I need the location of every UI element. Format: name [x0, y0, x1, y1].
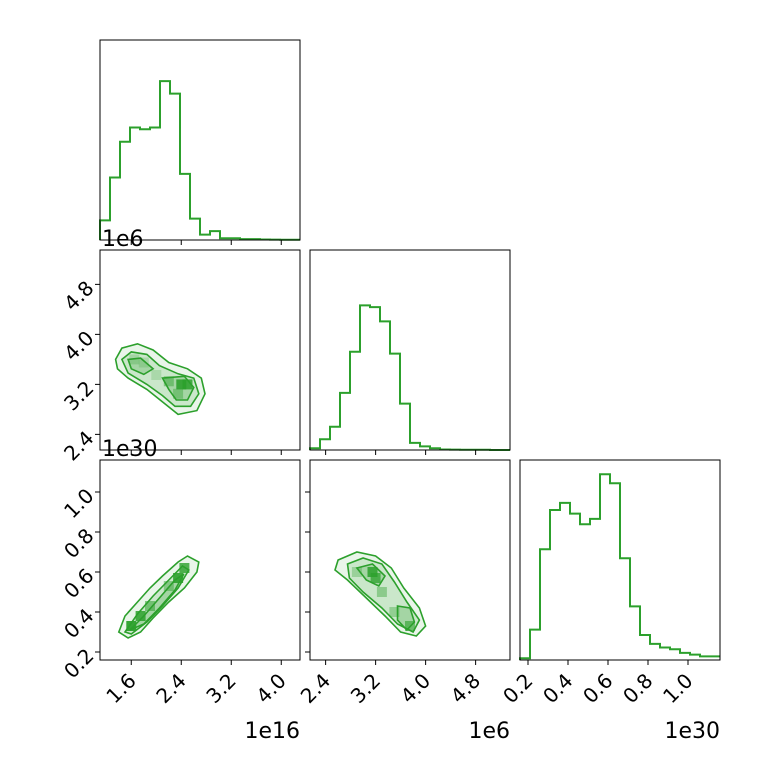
- contour-line: [127, 357, 155, 376]
- y-tick-label: 0.8: [59, 524, 98, 563]
- x-tick-label: 4.0: [251, 669, 290, 708]
- x-tick-label: 2.4: [151, 669, 190, 708]
- contour-line: [346, 557, 421, 634]
- x-tick-label: 3.2: [346, 669, 385, 708]
- panel-frame: [99, 39, 301, 241]
- contour-line: [355, 563, 387, 588]
- density-cell: [135, 611, 146, 621]
- panel-frame: [309, 459, 511, 661]
- panel-frame: [519, 459, 721, 661]
- y-offset-text: 1e6: [102, 227, 144, 252]
- x-tick-label: 0.8: [618, 669, 657, 708]
- contour-line: [334, 551, 427, 637]
- x-tick-label: 4.8: [446, 669, 485, 708]
- density-cell: [145, 601, 155, 611]
- x-tick-label: 2.4: [296, 669, 335, 708]
- contour-panel-0-2: [99, 459, 301, 661]
- density-cell: [389, 607, 400, 617]
- contour-line: [161, 375, 195, 401]
- x-tick-label: 3.2: [201, 669, 240, 708]
- panel-background: [100, 40, 300, 240]
- density-cell: [370, 573, 381, 583]
- y-tick-label: 2.4: [59, 426, 98, 465]
- y-tick-label: 0.2: [59, 644, 98, 683]
- contour-line: [120, 351, 200, 408]
- histogram-panel-0: [99, 39, 301, 241]
- y-tick-label: 0.6: [59, 564, 98, 603]
- x-tick-label: 0.4: [538, 669, 577, 708]
- panel-frame: [99, 249, 301, 451]
- panel-background: [100, 250, 300, 450]
- y-tick-label: 4.8: [59, 276, 98, 315]
- histogram-step-line: [519, 473, 720, 660]
- density-cell: [163, 376, 174, 387]
- y-offset-text: 1e30: [102, 437, 158, 462]
- density-cell: [126, 621, 137, 631]
- y-tick-label: 4.0: [59, 326, 98, 365]
- density-cell: [351, 567, 362, 577]
- density-fill-level: [128, 358, 154, 375]
- contour-line: [123, 564, 190, 635]
- x-offset-text: 1e6: [468, 719, 510, 744]
- contour-line: [117, 555, 200, 639]
- histogram-step-line: [99, 80, 300, 241]
- contour-line: [129, 573, 185, 631]
- x-offset-text: 1e30: [664, 719, 720, 744]
- contour-content: [117, 555, 200, 639]
- density-cell: [182, 379, 193, 390]
- density-cell: [367, 567, 378, 577]
- density-cell: [151, 370, 162, 380]
- contour-content: [114, 342, 206, 416]
- density-cell: [138, 357, 149, 368]
- y-tick-label: 3.2: [59, 376, 98, 415]
- density-cell: [176, 379, 187, 390]
- contour-panel-0-1: [99, 249, 301, 451]
- panel-frame: [99, 459, 301, 661]
- density-cell: [173, 388, 184, 399]
- histogram-panel-2: [519, 459, 721, 661]
- histogram-panel-1: [309, 249, 511, 451]
- density-cell: [376, 587, 387, 597]
- density-fill-level: [115, 343, 205, 415]
- x-tick-label: 1.0: [658, 669, 697, 708]
- x-tick-label: 0.2: [498, 669, 537, 708]
- y-tick-label: 0.4: [59, 604, 98, 643]
- density-fill-level: [335, 552, 426, 636]
- density-fill-level: [347, 558, 420, 632]
- contour-panel-1-2: [309, 459, 511, 661]
- x-tick-label: 1.6: [101, 669, 140, 708]
- x-tick-label: 0.6: [578, 669, 617, 708]
- panel-frame: [309, 249, 511, 451]
- contour-content: [334, 551, 427, 637]
- contour-line: [114, 342, 206, 416]
- y-tick-label: 1.0: [59, 484, 98, 523]
- contour-line: [396, 605, 416, 632]
- x-offset-text: 1e16: [244, 719, 300, 744]
- x-tick-label: 4.0: [396, 669, 435, 708]
- density-fill-level: [121, 351, 199, 407]
